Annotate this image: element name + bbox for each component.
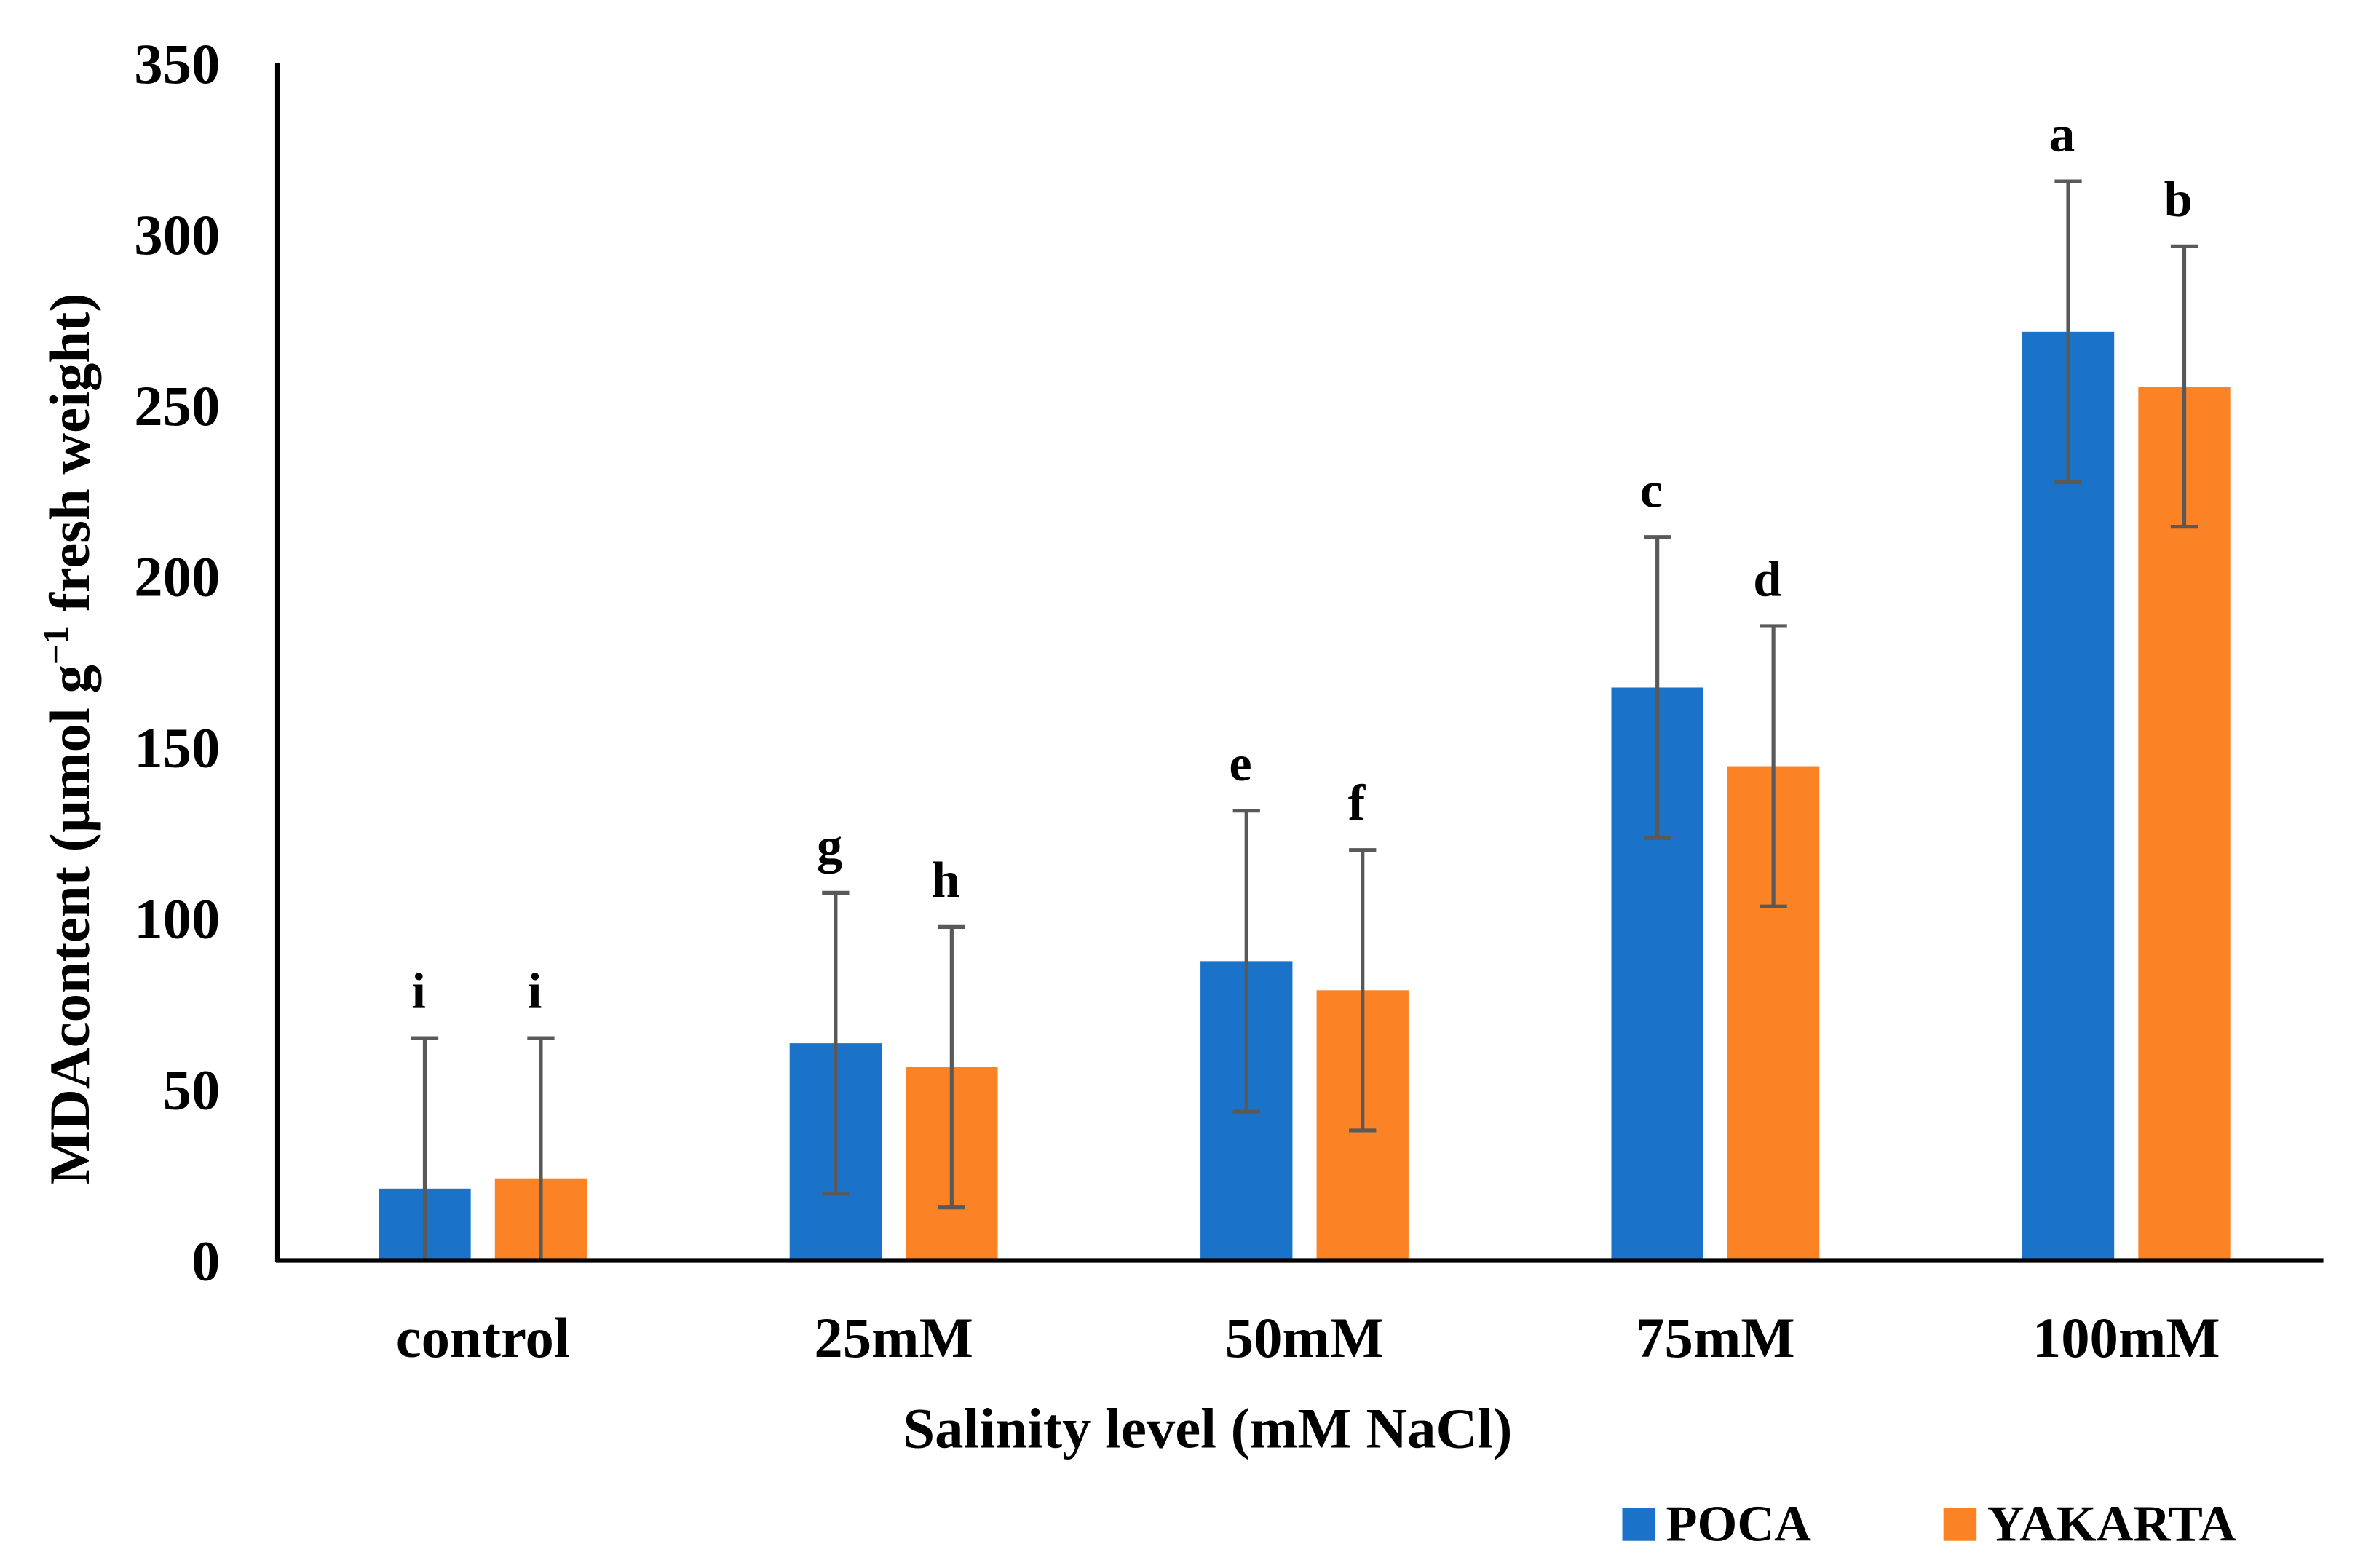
y-tick-label: 300 [134, 204, 220, 267]
significance-letter: e [1229, 735, 1251, 792]
y-axis-title: MDAcontent (µmol g−1 fresh weight) [36, 293, 102, 1185]
legend-label-yakarta: YAKARTA [1987, 1496, 2236, 1553]
significance-letter: a [2049, 106, 2075, 163]
significance-letter: f [1348, 775, 1366, 831]
x-axis-title: Salinity level (mM NaCl) [903, 1397, 1512, 1460]
y-tick-label: 250 [134, 375, 220, 438]
x-tick-label: 75mM [1636, 1307, 1795, 1370]
y-tick-label: 350 [134, 33, 220, 96]
legend-label-poca: POCA [1666, 1496, 1812, 1553]
x-tick-label: control [396, 1307, 570, 1370]
x-tick-label: 50mM [1225, 1307, 1385, 1370]
bar-poca-100mM [2022, 331, 2115, 1261]
significance-letter: h [931, 852, 959, 908]
legend-swatch-poca [1622, 1508, 1656, 1541]
legend-swatch-yakarta [1943, 1508, 1977, 1541]
legend: POCA YAKARTA [1622, 1496, 2236, 1553]
significance-letter: c [1640, 462, 1663, 518]
significance-letter: d [1753, 550, 1781, 607]
y-tick-label: 0 [191, 1230, 220, 1293]
y-tick-label: 200 [134, 546, 220, 609]
significance-letter: b [2164, 171, 2193, 228]
significance-letter: i [528, 963, 542, 1020]
y-tick-label: 150 [134, 717, 220, 780]
significance-letter: g [817, 817, 842, 874]
significance-letter: i [411, 963, 426, 1020]
x-tick-label: 100mM [2033, 1307, 2220, 1370]
y-tick-label: 100 [134, 888, 220, 951]
x-tick-label: 25mM [814, 1307, 973, 1370]
y-tick-label: 50 [163, 1058, 221, 1122]
bar-yakarta-100mM [2138, 387, 2231, 1261]
